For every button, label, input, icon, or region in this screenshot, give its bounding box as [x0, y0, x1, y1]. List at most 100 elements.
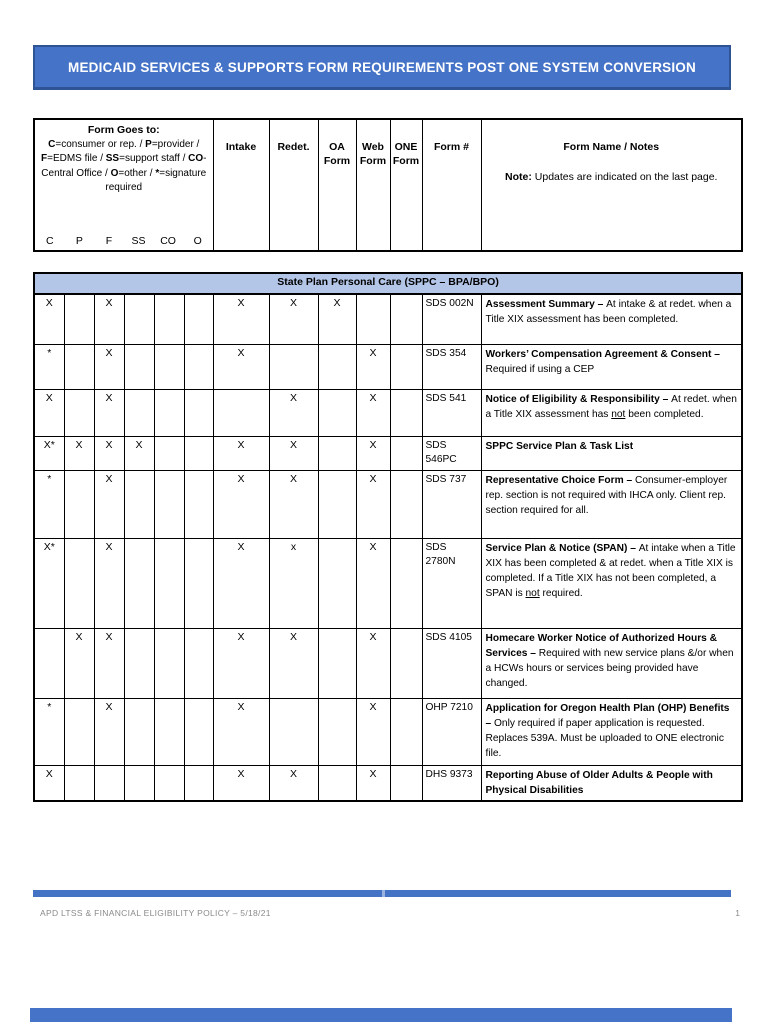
letter-co: CO: [160, 234, 176, 247]
document-title-banner: MEDICAID SERVICES & SUPPORTS FORM REQUIR…: [33, 45, 731, 90]
mark-cell-redet: X: [268, 627, 319, 699]
form-goes-to-title: Form Goes to:: [87, 124, 160, 136]
column-header-one-form: ONE Form: [389, 118, 423, 252]
form-number-cell: SDS 2780N: [421, 537, 482, 629]
letter-p: P: [75, 234, 83, 247]
mark-cell-redet: x: [268, 537, 319, 629]
mark-cell-web: X: [355, 697, 391, 766]
mark-cell-web: X: [355, 343, 391, 390]
footer-bar-notch: [382, 887, 385, 897]
letter-f: F: [105, 234, 113, 247]
table-row: X X X X SDS 541 Notice of Eligibility & Respo…: [33, 388, 743, 437]
mark-cell-intake: X: [212, 627, 270, 699]
text-segment: Assessment Summary –: [485, 299, 607, 310]
mark-cell-o: [183, 764, 214, 801]
column-header-form-name: Form Name / Notes Note: Updates are indi…: [480, 118, 743, 252]
form-name-notes-cell: Assessment Summary – At intake & at rede…: [480, 293, 743, 345]
mark-cell-o: [183, 697, 214, 766]
mark-cell-redet: X: [268, 764, 319, 801]
text-segment: =EDMS file /: [47, 153, 106, 164]
text-segment: required.: [539, 587, 583, 599]
form-goes-to-legend: C=consumer or rep. / P=provider / F=EDMS…: [41, 138, 207, 196]
mark-cell-c: X: [33, 764, 65, 801]
table-row: X* X X X X X X SDS 546PC SPPC Service Plan & Tas…: [33, 435, 743, 471]
form-name-notes-cell: Reporting Abuse of Older Adults & People…: [480, 764, 743, 801]
mark-cell-one: [389, 697, 423, 766]
main-table-body: State Plan Personal Care (SPPC – BPA/BPO…: [33, 272, 743, 801]
text-segment: F: [41, 153, 48, 164]
text-segment: SPPC Service Plan & Task List: [485, 440, 634, 452]
form-number-cell: SDS 354: [421, 343, 482, 390]
letter-c: C: [45, 234, 54, 247]
mark-cell-co: [153, 388, 185, 437]
mark-cell-c: *: [33, 697, 65, 766]
mark-cell-f: X: [93, 293, 125, 345]
mark-cell-p: [63, 537, 95, 629]
mark-cell-one: [389, 469, 423, 539]
mark-cell-redet: X: [268, 293, 319, 345]
mark-cell-o: [183, 343, 214, 390]
text-segment: not: [611, 408, 626, 420]
mark-cell-redet: [268, 697, 319, 766]
mark-cell-web: X: [355, 469, 391, 539]
mark-cell-co: [153, 697, 185, 766]
form-name-notes-cell: Notice of Eligibility & Responsibility –…: [480, 388, 743, 437]
mark-cell-one: [389, 343, 423, 390]
text-segment: At redet. when a Title XIX assessment ha…: [485, 393, 737, 420]
form-name-notes-cell: Service Plan & Notice (SPAN) – At intake…: [480, 537, 743, 629]
form-name-notes-cell: SPPC Service Plan & Task List: [480, 435, 743, 471]
text-segment: =signature required: [105, 167, 207, 194]
mark-cell-oa: X: [317, 293, 357, 345]
text-segment: Application for Oregon Health Plan (OHP)…: [485, 702, 730, 729]
mark-cell-f: X: [93, 627, 125, 699]
form-number-cell: SDS 737: [421, 469, 482, 539]
mark-cell-o: [183, 537, 214, 629]
mark-cell-p: [63, 764, 95, 801]
mark-cell-web: [355, 293, 391, 345]
text-segment: =consumer or rep. /: [55, 138, 146, 150]
mark-cell-ss: [123, 388, 155, 437]
mark-cell-f: X: [93, 435, 125, 471]
mark-cell-one: [389, 293, 423, 345]
form-number-cell: OHP 7210: [421, 697, 482, 766]
mark-cell-c: X*: [33, 537, 65, 629]
mark-cell-o: [183, 293, 214, 345]
form-name-notes-label: Form Name / Notes: [563, 141, 660, 153]
page-number: 1: [735, 908, 740, 918]
mark-cell-c: X: [33, 388, 65, 437]
column-header-form-number: Form #: [421, 118, 482, 252]
text-segment: Required if using a CEP: [485, 363, 595, 375]
column-header-intake: Intake: [212, 118, 270, 252]
mark-cell-co: [153, 343, 185, 390]
mark-cell-p: [63, 343, 95, 390]
mark-cell-co: [153, 537, 185, 629]
mark-cell-ss: [123, 293, 155, 345]
mark-cell-redet: X: [268, 469, 319, 539]
mark-cell-co: [153, 469, 185, 539]
text-segment: C: [48, 138, 56, 150]
text-segment: Note:: [505, 171, 535, 183]
mark-cell-redet: X: [268, 435, 319, 471]
mark-cell-p: [63, 469, 95, 539]
mark-cell-oa: [317, 469, 357, 539]
section-title: State Plan Personal Care (SPPC – BPA/BPO…: [33, 272, 743, 295]
mark-cell-oa: [317, 388, 357, 437]
text-segment: Reporting Abuse of Older Adults & People…: [485, 769, 713, 796]
mark-cell-c: X: [33, 293, 65, 345]
mark-cell-co: [153, 435, 185, 471]
mark-cell-intake: X: [212, 435, 270, 471]
mark-cell-one: [389, 627, 423, 699]
form-number-cell: SDS 546PC: [421, 435, 482, 471]
text-segment: At intake & at redet. when a Title XIX a…: [485, 299, 732, 325]
text-segment: Service Plan & Notice (SPAN) –: [485, 542, 639, 554]
column-header-web-form: Web Form: [355, 118, 391, 252]
form-name-notes-cell: Application for Oregon Health Plan (OHP)…: [480, 697, 743, 766]
mark-cell-c: [33, 627, 65, 699]
text-segment: Notice of Eligibility & Responsibility –: [485, 393, 672, 405]
mark-cell-f: X: [93, 388, 125, 437]
mark-cell-o: [183, 627, 214, 699]
mark-cell-oa: [317, 764, 357, 801]
text-segment: Required with new service plans &/or whe…: [485, 647, 734, 689]
